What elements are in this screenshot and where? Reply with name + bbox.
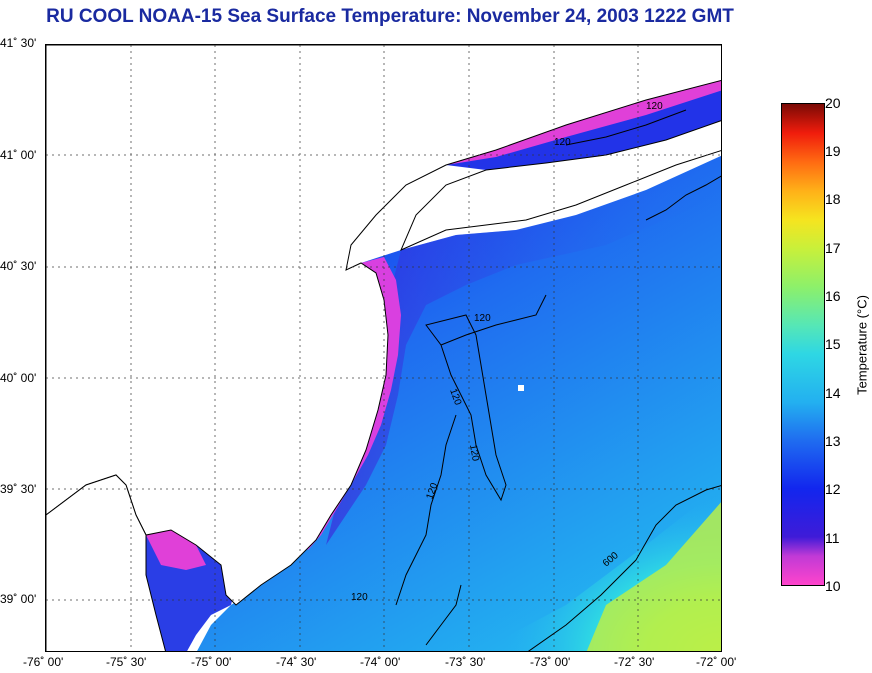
warm-patch-se (586, 502, 721, 651)
colorbar-tick: 12 (825, 481, 841, 497)
lat-label: 41˚ 30' (0, 36, 37, 50)
lon-label: -75˚ 00' (191, 655, 232, 669)
colorbar-tick: 16 (825, 288, 841, 304)
lon-label: -75˚ 30' (106, 655, 147, 669)
lat-label: 40˚ 30' (0, 259, 37, 273)
colorbar-tick: 19 (825, 143, 841, 159)
colorbar-tick: 17 (825, 240, 841, 256)
colorbar-tick: 18 (825, 191, 841, 207)
sound-cold-fringe (446, 80, 721, 165)
lon-label: -74˚ 00' (360, 655, 401, 669)
lat-label: 39˚ 00' (0, 592, 37, 606)
contour-label: 120 (467, 444, 481, 463)
colorbar-label: Temperature (°C) (854, 295, 870, 395)
lat-label: 40˚ 00' (0, 371, 37, 385)
contour-label: 120 (474, 313, 491, 324)
delaware-bay-cold (146, 530, 206, 570)
colorbar-tick: 11 (825, 530, 840, 546)
colorbar-tick: 13 (825, 433, 841, 449)
land-delmarva (46, 474, 166, 651)
lon-label: -73˚ 30' (445, 655, 486, 669)
temperature-colorbar (781, 103, 825, 586)
lon-label: -72˚ 00' (696, 655, 737, 669)
bathymetry-contours (395, 109, 721, 651)
nearshore-water (326, 155, 721, 545)
sst-map[interactable]: 120 120 120 120 120 120 120 600 (45, 44, 722, 652)
lon-label: -73˚ 00' (530, 655, 571, 669)
contour-label: 120 (351, 592, 368, 603)
colorbar-tick: 20 (825, 95, 841, 111)
sst-map-canvas: 120 120 120 120 120 120 120 600 (46, 45, 721, 651)
contour-label: 120 (554, 137, 571, 148)
map-title: RU COOL NOAA-15 Sea Surface Temperature:… (46, 6, 734, 27)
colorbar-tick: 14 (825, 385, 841, 401)
lat-label: 39˚ 30' (0, 482, 37, 496)
lon-label: -72˚ 30' (614, 655, 655, 669)
contour-label: 120 (646, 101, 663, 112)
land-long-island (400, 120, 721, 251)
graticule (46, 45, 721, 651)
lon-label: -74˚ 30' (276, 655, 317, 669)
data-gap (518, 385, 524, 391)
ocean-region (197, 155, 721, 651)
colorbar-tick: 10 (825, 578, 841, 594)
lon-label: -76˚ 00' (23, 655, 64, 669)
lat-label: 41˚ 00' (0, 148, 37, 162)
colorbar-tick: 15 (825, 336, 841, 352)
